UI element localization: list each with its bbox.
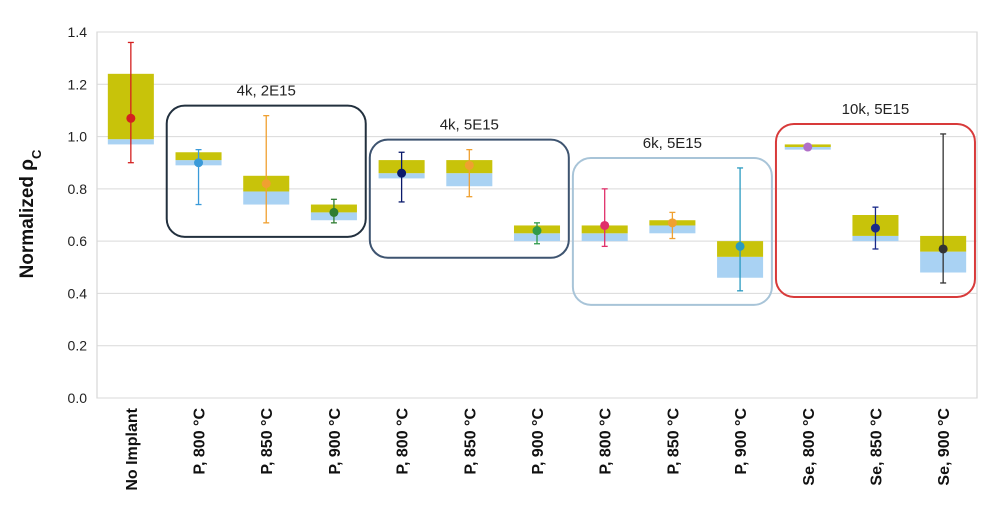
- mean-marker: [194, 158, 204, 168]
- x-category-label: Se, 850 °C: [868, 408, 885, 486]
- box-item: [107, 41, 154, 164]
- mean-marker: [397, 168, 407, 178]
- y-tick-label: 0.0: [68, 390, 88, 406]
- x-category-label: P, 800 °C: [395, 408, 412, 475]
- mean-marker: [329, 207, 339, 217]
- x-category-labels: No Implant P, 800 °C P, 850 °C P, 900 °C P, …: [124, 407, 953, 490]
- y-tick-label: 1.2: [68, 76, 88, 92]
- x-category-label: No Implant: [124, 407, 141, 490]
- gridlines: [97, 31, 977, 399]
- group-label: 4k, 2E15: [237, 83, 296, 100]
- plot-frame: [96, 31, 978, 399]
- mean-marker: [532, 226, 542, 236]
- boxes: [107, 41, 967, 292]
- x-category-label: P, 850 °C: [259, 408, 276, 475]
- mean-marker: [600, 220, 610, 230]
- box-item: [175, 148, 222, 206]
- mean-marker: [126, 113, 136, 123]
- y-tick-label: 0.6: [68, 233, 88, 249]
- y-tick-labels: 0.0 0.2 0.4 0.6 0.8 1.0 1.2 1.4: [68, 24, 88, 406]
- group-frame: [165, 104, 367, 238]
- x-category-label: P, 800 °C: [192, 408, 209, 475]
- y-axis-label-subscript: C: [29, 149, 44, 159]
- box-item: [378, 151, 425, 203]
- y-axis-label: Normalized ρC: [17, 149, 44, 278]
- box-item: [243, 115, 290, 224]
- box-item: [784, 142, 831, 152]
- mean-marker: [803, 142, 813, 152]
- group-label: 6k, 5E15: [643, 135, 702, 152]
- mean-marker: [938, 244, 948, 254]
- x-category-label: P, 800 °C: [598, 408, 615, 475]
- group-frame: [571, 156, 773, 306]
- x-category-label: Se, 900 °C: [936, 408, 953, 486]
- mean-marker: [464, 160, 474, 170]
- mean-marker: [667, 218, 677, 228]
- mean-marker: [261, 179, 271, 189]
- group-frames: 4k, 2E15 4k, 5E15 6k, 5E15 10k, 5E15: [165, 83, 976, 306]
- y-tick-label: 1.4: [68, 24, 88, 40]
- x-category-label: P, 900 °C: [530, 408, 547, 475]
- group-label: 10k, 5E15: [842, 101, 910, 118]
- box-item: [310, 198, 357, 224]
- box-item: [920, 133, 967, 284]
- y-tick-label: 0.8: [68, 181, 88, 197]
- y-axis-label-text: Normalized ρC: [17, 149, 44, 278]
- x-category-label: P, 850 °C: [665, 408, 682, 475]
- x-category-label: Se, 800 °C: [801, 408, 818, 486]
- group-frame: [368, 138, 570, 259]
- group-label: 4k, 5E15: [440, 117, 499, 134]
- box-item: [852, 206, 899, 250]
- y-axis-label-main: Normalized ρ: [17, 159, 38, 279]
- box-item: [717, 167, 764, 292]
- y-tick-label: 1.0: [68, 129, 88, 145]
- y-tick-label: 0.4: [68, 285, 88, 301]
- group-frame: [774, 122, 976, 298]
- box-item: [446, 148, 493, 198]
- x-category-label: P, 900 °C: [733, 408, 750, 475]
- y-tick-label: 0.2: [68, 338, 88, 354]
- mean-marker: [870, 223, 880, 233]
- mean-marker: [735, 241, 745, 251]
- box-item: [581, 188, 628, 248]
- plot-frame-group: [96, 31, 978, 399]
- x-category-label: P, 850 °C: [462, 408, 479, 475]
- box-item: [513, 222, 561, 245]
- x-category-label: P, 900 °C: [327, 408, 344, 475]
- box-item: [649, 211, 696, 240]
